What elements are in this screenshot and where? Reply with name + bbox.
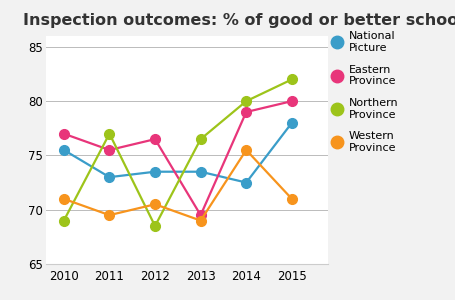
Line: National
Picture: National Picture xyxy=(59,118,296,188)
Text: Inspection outcomes: % of good or better schools: Inspection outcomes: % of good or better… xyxy=(23,13,455,28)
National
Picture xyxy=(243,181,248,184)
National
Picture xyxy=(197,170,203,173)
National
Picture xyxy=(288,121,294,125)
Eastern
Province xyxy=(106,148,112,152)
National
Picture xyxy=(152,170,157,173)
Northern
Province xyxy=(61,219,66,222)
Western
Province xyxy=(288,197,294,201)
Northern
Province xyxy=(243,99,248,103)
Eastern
Province xyxy=(61,132,66,136)
Northern
Province xyxy=(106,132,112,136)
Eastern
Province xyxy=(197,213,203,217)
Legend: National
Picture, Eastern
Province, Northern
Province, Western
Province: National Picture, Eastern Province, Nort… xyxy=(333,32,397,153)
Eastern
Province xyxy=(152,137,157,141)
Western
Province xyxy=(106,213,112,217)
Eastern
Province xyxy=(243,110,248,114)
Line: Eastern
Province: Eastern Province xyxy=(59,96,296,220)
Northern
Province xyxy=(152,224,157,228)
Northern
Province xyxy=(288,78,294,81)
Line: Northern
Province: Northern Province xyxy=(59,75,296,231)
Western
Province xyxy=(243,148,248,152)
National
Picture xyxy=(61,148,66,152)
Western
Province xyxy=(197,219,203,222)
Western
Province xyxy=(61,197,66,201)
Western
Province xyxy=(152,202,157,206)
Northern
Province xyxy=(197,137,203,141)
Line: Western
Province: Western Province xyxy=(59,145,296,225)
National
Picture xyxy=(106,175,112,179)
Eastern
Province xyxy=(288,99,294,103)
